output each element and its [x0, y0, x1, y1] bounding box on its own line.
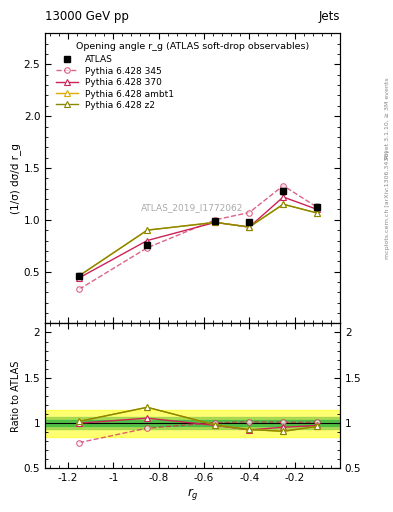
Pythia 6.428 ambt1 [247, 224, 252, 230]
Text: Opening angle r_g (ATLAS soft-drop observables): Opening angle r_g (ATLAS soft-drop obser… [76, 42, 309, 51]
Pythia 6.428 ambt1 [213, 219, 218, 225]
Pythia 6.428 345 [77, 286, 82, 292]
Bar [45, 410, 340, 437]
Pythia 6.428 ambt1 [77, 273, 82, 279]
Pythia 6.428 345 [247, 209, 252, 216]
Line: Pythia 6.428 345: Pythia 6.428 345 [76, 183, 320, 292]
Pythia 6.428 z2 [315, 210, 320, 216]
Line: Pythia 6.428 ambt1: Pythia 6.428 ambt1 [76, 202, 320, 279]
Line: Pythia 6.428 370: Pythia 6.428 370 [76, 194, 320, 281]
Text: mcplots.cern.ch [arXiv:1306.3436]: mcplots.cern.ch [arXiv:1306.3436] [385, 151, 390, 259]
X-axis label: r$_g$: r$_g$ [187, 486, 198, 502]
Legend: ATLAS, Pythia 6.428 345, Pythia 6.428 370, Pythia 6.428 ambt1, Pythia 6.428 z2: ATLAS, Pythia 6.428 345, Pythia 6.428 37… [55, 55, 174, 110]
Y-axis label: (1/σ) dσ/d r_g: (1/σ) dσ/d r_g [10, 143, 21, 214]
Pythia 6.428 370 [281, 194, 286, 200]
Text: 13000 GeV pp: 13000 GeV pp [45, 10, 129, 23]
Pythia 6.428 370 [315, 206, 320, 212]
Pythia 6.428 345 [315, 204, 320, 210]
Bar [45, 420, 340, 426]
Pythia 6.428 z2 [77, 273, 82, 279]
Pythia 6.428 345 [145, 245, 150, 251]
Text: Rivet 3.1.10, ≥ 3M events: Rivet 3.1.10, ≥ 3M events [385, 77, 390, 159]
Pythia 6.428 345 [213, 217, 218, 223]
Text: Jets: Jets [318, 10, 340, 23]
Pythia 6.428 ambt1 [281, 201, 286, 207]
Pythia 6.428 ambt1 [315, 210, 320, 216]
Pythia 6.428 z2 [213, 219, 218, 225]
Pythia 6.428 z2 [145, 227, 150, 233]
Line: Pythia 6.428 z2: Pythia 6.428 z2 [76, 202, 320, 279]
Pythia 6.428 370 [213, 219, 218, 225]
Y-axis label: Ratio to ATLAS: Ratio to ATLAS [11, 360, 21, 432]
Pythia 6.428 370 [77, 275, 82, 281]
Pythia 6.428 z2 [247, 224, 252, 230]
Pythia 6.428 370 [247, 224, 252, 230]
Pythia 6.428 370 [145, 238, 150, 244]
Pythia 6.428 ambt1 [145, 227, 150, 233]
Pythia 6.428 345 [281, 183, 286, 189]
Bar [45, 417, 340, 430]
Text: ATLAS_2019_I1772062: ATLAS_2019_I1772062 [141, 203, 244, 212]
Pythia 6.428 z2 [281, 201, 286, 207]
